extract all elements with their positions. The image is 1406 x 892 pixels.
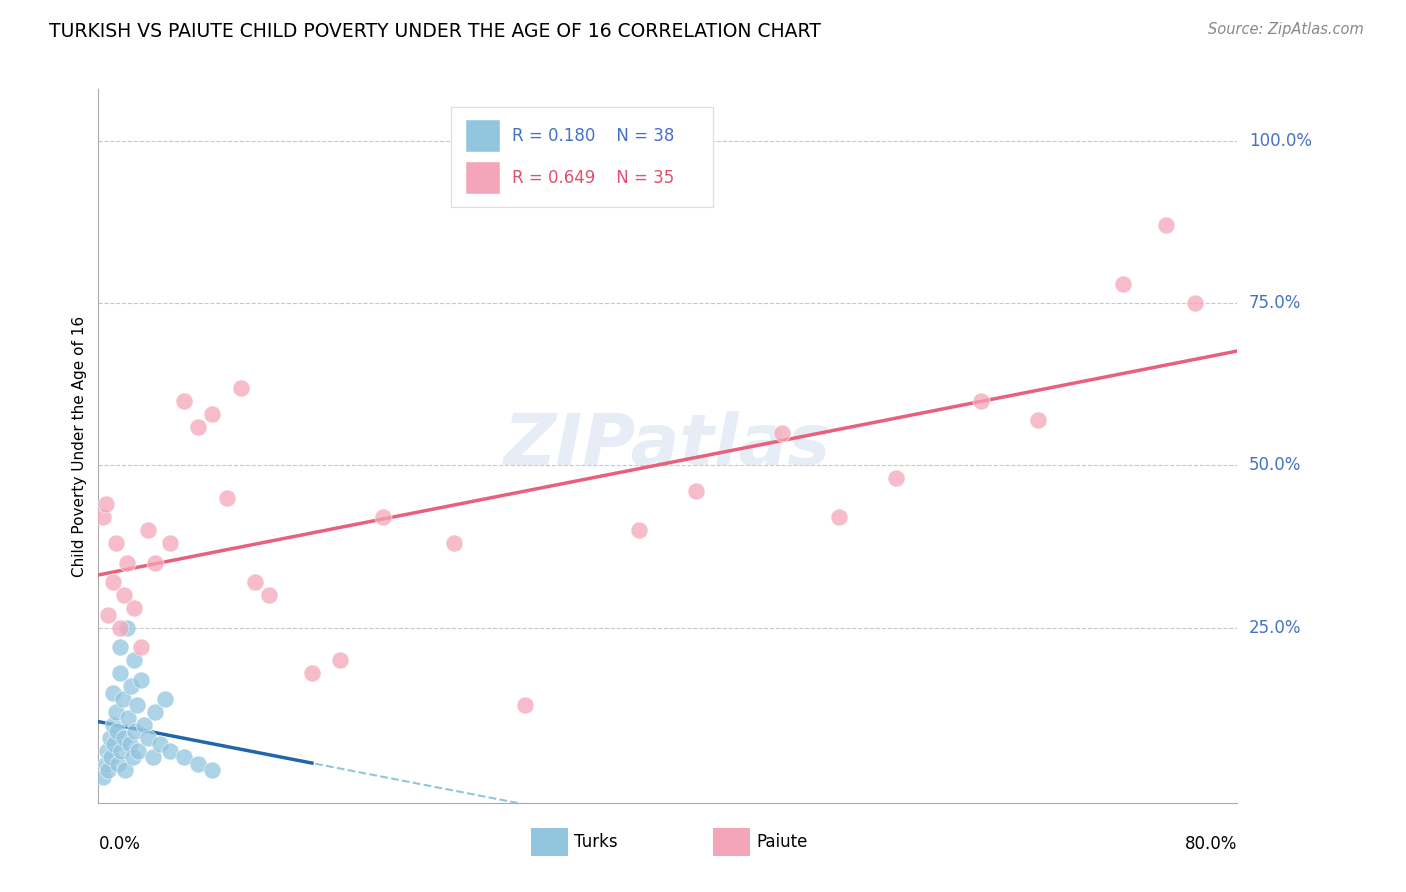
Point [155, 692, 177, 706]
Point [115, 621, 138, 635]
Point [1112, 277, 1135, 291]
Point [515, 698, 537, 713]
Point [136, 731, 159, 745]
Point [104, 705, 127, 719]
Text: TURKISH VS PAIUTE CHILD POVERTY UNDER THE AGE OF 16 CORRELATION CHART: TURKISH VS PAIUTE CHILD POVERTY UNDER TH… [49, 22, 821, 41]
Point [105, 724, 128, 739]
Point [96, 744, 118, 758]
Text: Source: ZipAtlas.com: Source: ZipAtlas.com [1208, 22, 1364, 37]
Point [259, 588, 281, 602]
Point [173, 393, 195, 408]
Point [117, 711, 139, 725]
Point [103, 738, 125, 752]
Point [201, 764, 224, 778]
Text: 50.0%: 50.0% [1249, 457, 1301, 475]
Point [108, 640, 131, 654]
Point [91, 770, 114, 784]
Point [159, 744, 181, 758]
Point [173, 750, 195, 764]
Point [114, 764, 136, 778]
Point [159, 536, 181, 550]
Point [98, 731, 121, 745]
Point [115, 556, 138, 570]
Point [129, 673, 152, 687]
Text: Paiute: Paiute [756, 833, 808, 851]
FancyBboxPatch shape [531, 828, 568, 856]
Point [628, 524, 651, 538]
Point [127, 744, 149, 758]
Point [111, 692, 134, 706]
Y-axis label: Child Poverty Under the Age of 16: Child Poverty Under the Age of 16 [72, 316, 87, 576]
Point [145, 705, 167, 719]
Point [373, 510, 395, 524]
Point [122, 601, 145, 615]
Point [828, 510, 851, 524]
Point [100, 750, 122, 764]
Point [329, 653, 352, 667]
Point [112, 731, 135, 745]
Point [101, 718, 124, 732]
Text: R = 0.180    N = 38: R = 0.180 N = 38 [512, 127, 675, 145]
Point [770, 425, 793, 440]
Point [301, 666, 323, 681]
Text: R = 0.649    N = 35: R = 0.649 N = 35 [512, 169, 673, 187]
Point [101, 575, 124, 590]
Point [108, 621, 131, 635]
Text: 80.0%: 80.0% [1185, 835, 1237, 854]
Point [141, 750, 163, 764]
Point [112, 588, 135, 602]
Text: 25.0%: 25.0% [1249, 619, 1301, 637]
Point [97, 764, 120, 778]
Point [187, 756, 209, 771]
Point [215, 491, 238, 505]
FancyBboxPatch shape [467, 120, 501, 152]
Point [136, 524, 159, 538]
Point [201, 407, 224, 421]
Point [132, 718, 155, 732]
Point [120, 679, 142, 693]
Point [1026, 413, 1049, 427]
Point [101, 685, 124, 699]
Text: 100.0%: 100.0% [1249, 132, 1312, 150]
Point [149, 738, 172, 752]
Point [124, 724, 146, 739]
Point [108, 666, 131, 681]
Point [685, 484, 707, 499]
Point [229, 381, 252, 395]
Point [129, 640, 152, 654]
Text: 0.0%: 0.0% [98, 835, 141, 854]
Text: ZIPatlas: ZIPatlas [505, 411, 831, 481]
Point [443, 536, 465, 550]
FancyBboxPatch shape [467, 162, 501, 194]
Point [970, 393, 993, 408]
FancyBboxPatch shape [451, 107, 713, 207]
Point [110, 744, 132, 758]
Point [1154, 219, 1177, 233]
Point [97, 607, 120, 622]
Point [94, 497, 117, 511]
Text: 75.0%: 75.0% [1249, 294, 1301, 312]
Point [107, 756, 129, 771]
Point [125, 698, 148, 713]
Point [884, 471, 907, 485]
Point [122, 653, 145, 667]
Point [118, 738, 141, 752]
Point [91, 510, 114, 524]
Point [243, 575, 266, 590]
Point [1184, 296, 1206, 310]
Point [94, 756, 117, 771]
FancyBboxPatch shape [713, 828, 749, 856]
Point [121, 750, 143, 764]
Point [145, 556, 167, 570]
Text: Turks: Turks [575, 833, 619, 851]
Point [104, 536, 127, 550]
Point [187, 419, 209, 434]
